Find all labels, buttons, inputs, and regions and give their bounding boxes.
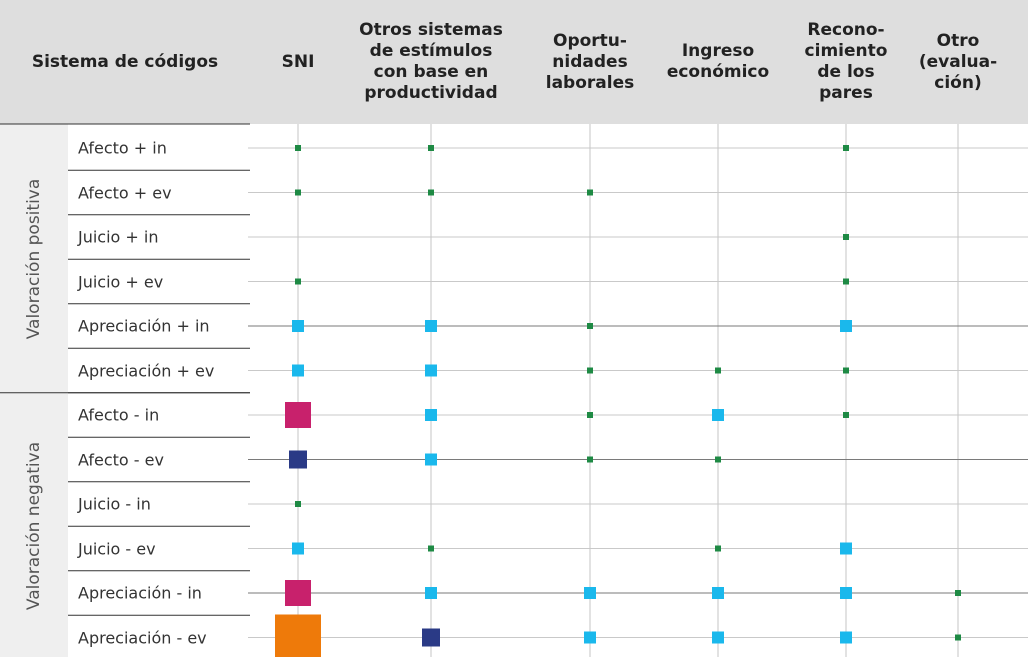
code-marker <box>422 628 440 647</box>
row-label: Apreciación + ev <box>78 361 215 380</box>
code-marker <box>715 456 721 463</box>
row-label: Afecto - in <box>78 405 160 425</box>
code-marker <box>275 614 321 657</box>
code-marker <box>428 145 434 151</box>
code-marker <box>955 590 961 596</box>
code-marker <box>843 367 849 374</box>
column-header: Otros sistemas de estímulos con base en … <box>359 20 503 103</box>
code-marker <box>295 278 301 285</box>
code-marker <box>843 234 849 240</box>
code-marker <box>425 587 437 599</box>
code-marker <box>292 542 304 555</box>
code-marker <box>955 634 961 641</box>
code-marker <box>715 367 721 374</box>
code-marker <box>285 402 311 428</box>
row-label: Afecto + in <box>78 138 167 158</box>
column-header: Recono- cimiento de los pares <box>804 20 888 103</box>
code-marker <box>843 412 849 418</box>
code-marker <box>587 323 593 329</box>
code-marker <box>425 320 437 332</box>
corner-header: Sistema de códigos <box>31 51 219 72</box>
code-marker <box>840 542 852 555</box>
code-marker <box>428 189 434 196</box>
code-marker <box>587 456 593 463</box>
code-marker <box>289 450 307 469</box>
row-label: Apreciación - in <box>78 583 202 603</box>
code-marker <box>584 587 596 599</box>
row-label: Juicio + in <box>78 227 159 247</box>
code-marker <box>295 145 301 151</box>
header-band <box>0 0 1028 124</box>
code-marker <box>587 367 593 374</box>
column-header: SNI <box>281 51 315 72</box>
code-marker <box>425 409 437 421</box>
code-marker <box>843 278 849 285</box>
column-header: Ingreso económico <box>666 41 770 82</box>
group-band <box>0 124 68 657</box>
code-marker <box>840 587 852 599</box>
column-header: Oportu- nidades laborales <box>545 30 635 93</box>
code-marker <box>712 587 724 599</box>
row-label: Juicio - in <box>78 494 151 514</box>
column-header: Otro (evalua- ción) <box>918 30 998 93</box>
row-label: Afecto + ev <box>78 183 172 202</box>
code-marker <box>587 189 593 196</box>
row-label: Apreciación - ev <box>78 628 207 647</box>
code-marker <box>428 545 434 552</box>
code-marker <box>715 545 721 552</box>
code-marker <box>425 364 437 377</box>
code-marker <box>712 409 724 421</box>
code-marker <box>584 631 596 644</box>
row-label: Juicio + ev <box>78 272 164 291</box>
code-marker <box>840 320 852 332</box>
code-marker <box>843 145 849 151</box>
code-marker <box>295 501 301 507</box>
code-marker <box>295 189 301 196</box>
row-label: Apreciación + in <box>78 316 210 336</box>
code-marker <box>840 631 852 644</box>
code-marker <box>712 631 724 644</box>
code-marker <box>292 364 304 377</box>
code-marker <box>425 453 437 466</box>
code-marker <box>587 412 593 418</box>
code-marker <box>292 320 304 332</box>
code-marker <box>285 580 311 606</box>
row-label: Juicio - ev <box>78 539 156 558</box>
row-label: Afecto - ev <box>78 450 164 469</box>
